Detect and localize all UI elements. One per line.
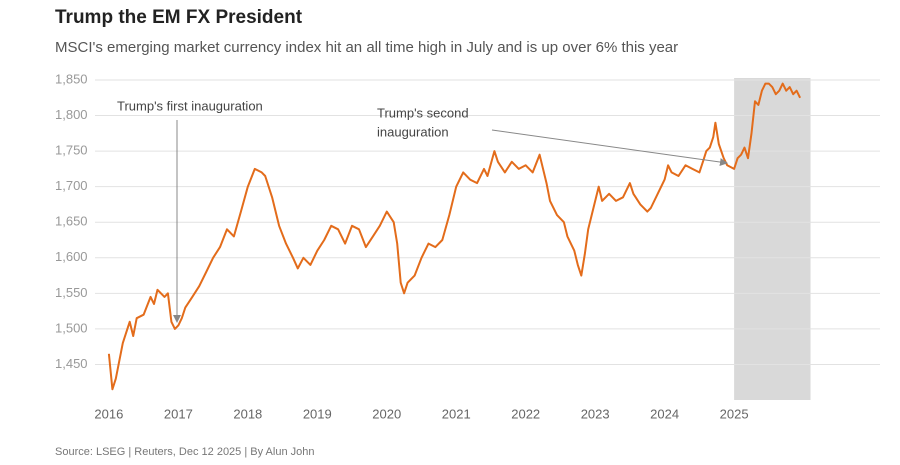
x-tick-label: 2025 bbox=[720, 406, 749, 421]
highlight-band bbox=[734, 78, 811, 400]
x-tick-label: 2023 bbox=[581, 406, 610, 421]
x-tick-label: 2024 bbox=[650, 406, 679, 421]
annotation-arrow bbox=[491, 129, 728, 166]
y-tick-label: 1,600 bbox=[55, 249, 88, 264]
chart-title: Trump the EM FX President bbox=[55, 7, 303, 28]
source: Source: LSEG | Reuters, Dec 12 2025 | By… bbox=[55, 446, 314, 458]
annotation: inauguration bbox=[377, 124, 449, 139]
x-tick-label: 2022 bbox=[511, 406, 540, 421]
y-tick-label: 1,800 bbox=[55, 107, 88, 122]
line bbox=[107, 82, 801, 391]
annotation: Trump's first inauguration bbox=[117, 98, 263, 113]
x-tick-label: 2018 bbox=[233, 406, 262, 421]
y-tick-label: 1,700 bbox=[55, 178, 88, 193]
annotation: Trump's second bbox=[377, 105, 469, 120]
y-tick-label: 1,750 bbox=[55, 143, 88, 158]
chart-subtitle: MSCI's emerging market currency index hi… bbox=[55, 39, 678, 56]
x-tick-label: 2016 bbox=[94, 406, 123, 421]
x-tick-label: 2021 bbox=[442, 406, 471, 421]
x-tick-label: 2019 bbox=[303, 406, 332, 421]
y-tick-label: 1,650 bbox=[55, 214, 88, 229]
y-tick-label: 1,550 bbox=[55, 285, 88, 300]
y-tick-label: 1,500 bbox=[55, 320, 88, 335]
x-tick-label: 2017 bbox=[164, 406, 193, 421]
y-tick-label: 1,850 bbox=[55, 71, 88, 86]
y-tick-label: 1,450 bbox=[55, 356, 88, 371]
x-tick-label: 2020 bbox=[372, 406, 401, 421]
